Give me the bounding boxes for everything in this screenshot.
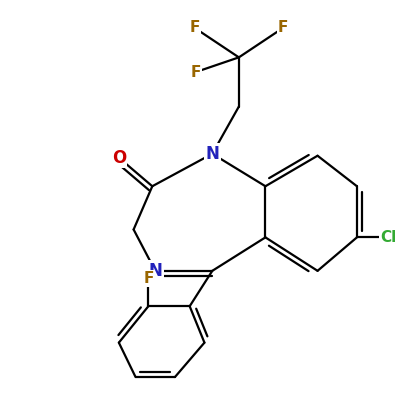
Text: F: F (143, 271, 154, 286)
Text: N: N (148, 262, 162, 280)
Text: O: O (112, 149, 126, 167)
Text: F: F (278, 20, 288, 35)
Text: N: N (205, 145, 219, 163)
Text: Cl: Cl (380, 230, 396, 245)
Text: F: F (190, 65, 201, 80)
Text: F: F (190, 20, 200, 35)
